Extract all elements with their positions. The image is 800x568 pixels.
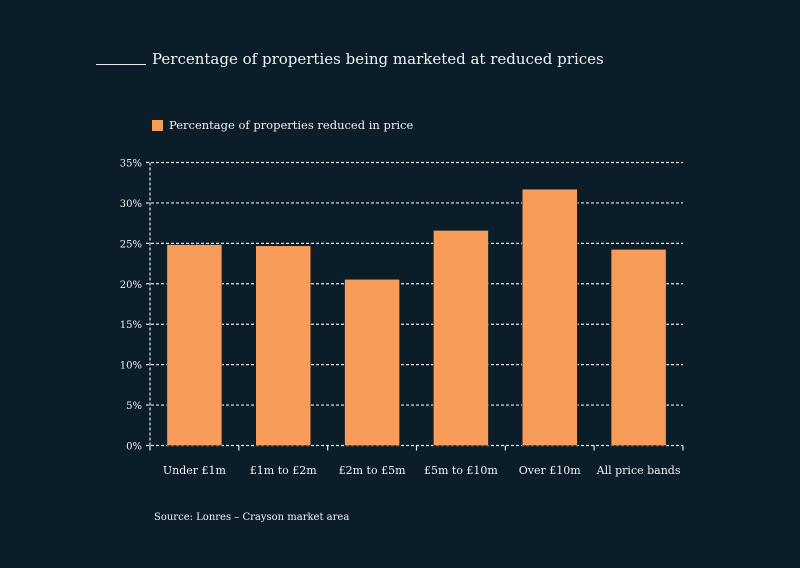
x-tick-label: £1m to £2m [250,464,317,477]
legend: Percentage of properties reduced in pric… [152,118,413,132]
legend-label: Percentage of properties reduced in pric… [169,118,414,132]
title-rule [96,64,146,65]
x-tick-label: All price bands [596,464,681,477]
source-note: Source: Lonres – Crayson market area [154,512,350,523]
bar [433,230,489,446]
y-tick-label: 25% [120,239,142,250]
bar [522,188,578,446]
legend-swatch [152,119,163,131]
x-tick-label: £2m to £5m [339,464,406,477]
bar [610,249,667,446]
bar [166,244,223,446]
y-tick-label: 10% [120,361,142,372]
y-tick-label: 0% [126,442,142,453]
x-tick-label: £5m to £10m [424,464,498,477]
y-tick-label: 5% [126,401,142,412]
y-tick-label: 30% [120,199,142,210]
y-tick-label: 15% [120,320,142,331]
x-tick-label: Under £1m [163,464,227,477]
chart-title: Percentage of properties being marketed … [152,50,604,68]
y-tick-label: 20% [120,280,142,291]
bar [255,245,311,446]
y-tick-label: 35% [120,159,142,170]
x-tick-label: Over £10m [519,464,581,477]
bar [344,279,400,446]
